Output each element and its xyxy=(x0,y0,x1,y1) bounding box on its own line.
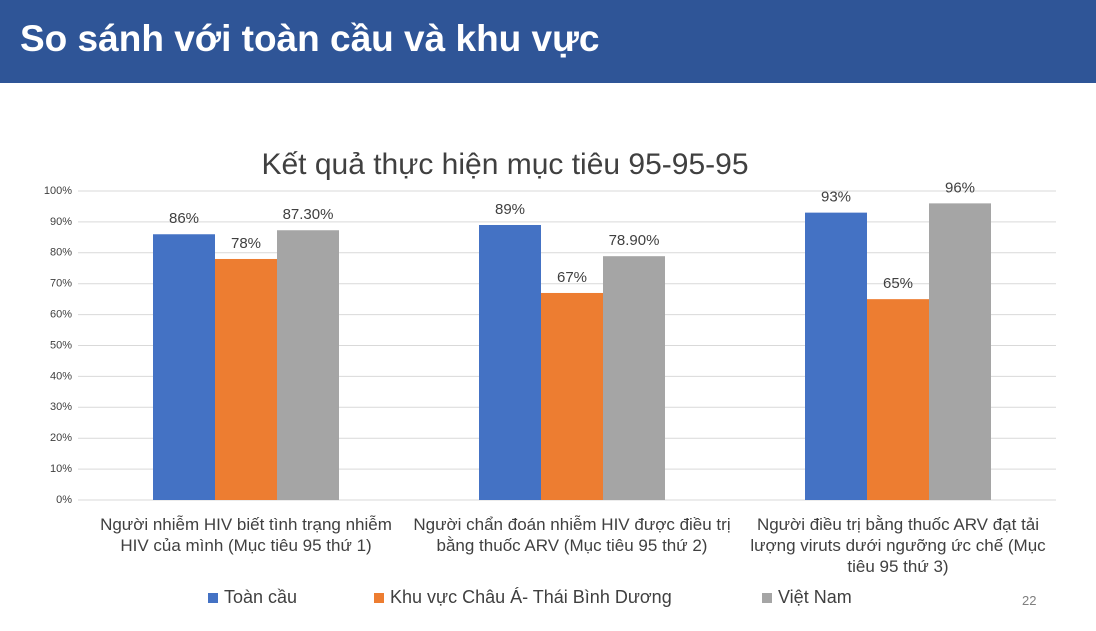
y-tick-label: 70% xyxy=(50,278,72,290)
y-tick-label: 100% xyxy=(44,185,72,197)
header-bar: So sánh với toàn cầu và khu vực xyxy=(0,0,1096,83)
legend-label: Việt Nam xyxy=(778,587,852,607)
y-tick-label: 10% xyxy=(50,463,72,475)
bar xyxy=(929,203,991,501)
legend-swatch xyxy=(762,592,772,603)
y-tick-label: 20% xyxy=(50,432,72,444)
legend-label: Khu vực Châu Á- Thái Bình Dương xyxy=(390,587,672,607)
value-label: 96% xyxy=(945,179,975,196)
bar xyxy=(603,256,665,500)
bar xyxy=(153,234,215,500)
value-label: 78.90% xyxy=(609,232,660,249)
x-tick-label: Người nhiễm HIV biết tình trạng nhiễm HI… xyxy=(100,515,392,555)
value-label: 93% xyxy=(821,189,851,206)
y-tick-label: 80% xyxy=(50,247,72,259)
legend-swatch xyxy=(374,592,384,603)
y-tick-label: 40% xyxy=(50,370,72,382)
y-tick-label: 0% xyxy=(56,494,72,506)
legend-item: Việt Nam xyxy=(762,587,852,608)
slide-title: So sánh với toàn cầu và khu vực xyxy=(20,18,600,59)
x-tick-label: Người chẩn đoán nhiễm HIV được điều trị … xyxy=(413,515,731,555)
y-tick-label: 30% xyxy=(50,401,72,413)
value-label: 87.30% xyxy=(283,206,334,223)
y-tick-label: 60% xyxy=(50,309,72,321)
bar xyxy=(479,224,541,501)
bar xyxy=(805,212,867,500)
bar xyxy=(867,299,929,500)
value-label: 89% xyxy=(495,201,525,218)
value-label: 67% xyxy=(557,269,587,286)
bar xyxy=(541,292,603,500)
y-tick-label: 50% xyxy=(50,339,72,351)
x-tick-label: Người điều trị bằng thuốc ARV đạt tải lư… xyxy=(750,515,1046,576)
value-label: 86% xyxy=(169,210,199,227)
legend-swatch xyxy=(208,592,218,603)
y-tick-label: 90% xyxy=(50,216,72,228)
legend-item: Toàn cầu xyxy=(208,587,297,608)
value-label: 78% xyxy=(231,235,261,252)
page-number: 22 xyxy=(1022,593,1037,608)
value-label: 65% xyxy=(883,275,913,292)
legend-label: Toàn cầu xyxy=(224,587,298,607)
legend-item: Khu vực Châu Á- Thái Bình Dương xyxy=(374,587,672,608)
bar xyxy=(277,230,339,501)
chart-title: Kết quả thực hiện mục tiêu 95-95-95 xyxy=(261,148,748,181)
bar xyxy=(215,258,277,500)
